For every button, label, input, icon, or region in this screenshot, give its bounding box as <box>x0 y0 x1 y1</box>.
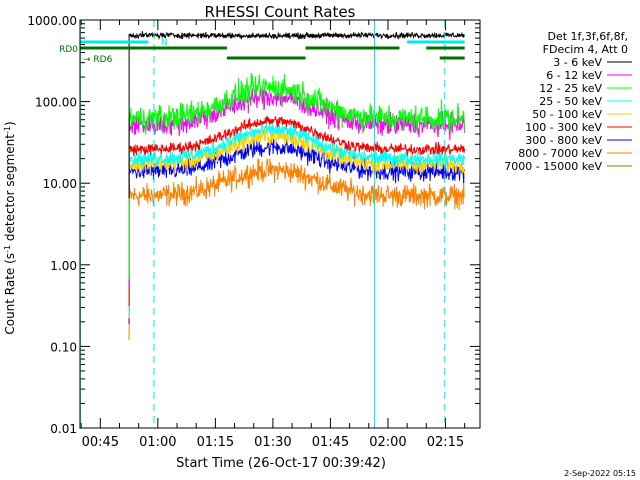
series-line-2 <box>128 72 466 279</box>
y-tick-label: 1.00 <box>50 259 77 273</box>
x-tick-label: 01:15 <box>197 435 234 450</box>
y-tick-label: 1000.00 <box>27 14 77 28</box>
x-tick-label: 02:15 <box>427 435 464 450</box>
legend-entry-label: 3 - 6 keV <box>553 56 602 69</box>
x-tick-label: 01:45 <box>312 435 349 450</box>
legend-entry-label: 6 - 12 keV <box>546 69 602 82</box>
plot-frame <box>79 19 481 429</box>
legend-entry-label: 100 - 300 keV <box>525 121 602 134</box>
legend-entry-label: 25 - 50 keV <box>539 95 602 108</box>
legend-entry-label: 12 - 25 keV <box>539 82 602 95</box>
x-tick-label: 01:00 <box>139 435 176 450</box>
x-tick-label: 01:30 <box>254 435 291 450</box>
flag-bar-label: → RD6 <box>83 55 113 65</box>
legend-entry-label: 300 - 800 keV <box>525 134 602 147</box>
x-axis-label: Start Time (26-Oct-17 00:39:42) <box>176 456 386 471</box>
legend-header-line: FDecim 4, Att 0 <box>543 43 628 56</box>
series-line-7 <box>128 158 465 340</box>
legend-entry-label: 50 - 100 keV <box>532 108 602 121</box>
y-axis-label: Count Rate (s-1 detector segment-1) <box>3 121 18 334</box>
legend-entry-label: 7000 - 15000 keV <box>504 160 602 173</box>
flag-bar-label: RD0 <box>59 45 78 55</box>
legend: Det 1f,3f,6f,8f,FDecim 4, Att 03 - 6 keV… <box>504 30 632 173</box>
y-tick-label: 0.10 <box>50 340 77 354</box>
x-tick-label: 00:45 <box>82 435 119 450</box>
series-line-6 <box>128 138 466 324</box>
legend-entry-label: 800 - 7000 keV <box>518 147 602 160</box>
plot-area: 0.01 0.10 1.00 10.00 100.00 1000.00 00:45 01:00… <box>27 14 480 450</box>
series-line-3 <box>128 120 466 314</box>
series-line-0 <box>128 31 465 199</box>
series-line-5 <box>128 115 466 307</box>
flag-bar-marker-label: N <box>161 38 168 48</box>
x-tick-label: 02:00 <box>369 435 406 450</box>
y-tick-label: 0.01 <box>50 422 77 436</box>
legend-header-line: Det 1f,3f,6f,8f, <box>547 30 628 43</box>
chart-title: RHESSI Count Rates <box>205 3 356 21</box>
y-tick-label: 10.00 <box>43 177 77 191</box>
footer-timestamp: 2-Sep-2022 05:15 <box>564 469 636 478</box>
y-tick-label: 100.00 <box>35 96 77 110</box>
